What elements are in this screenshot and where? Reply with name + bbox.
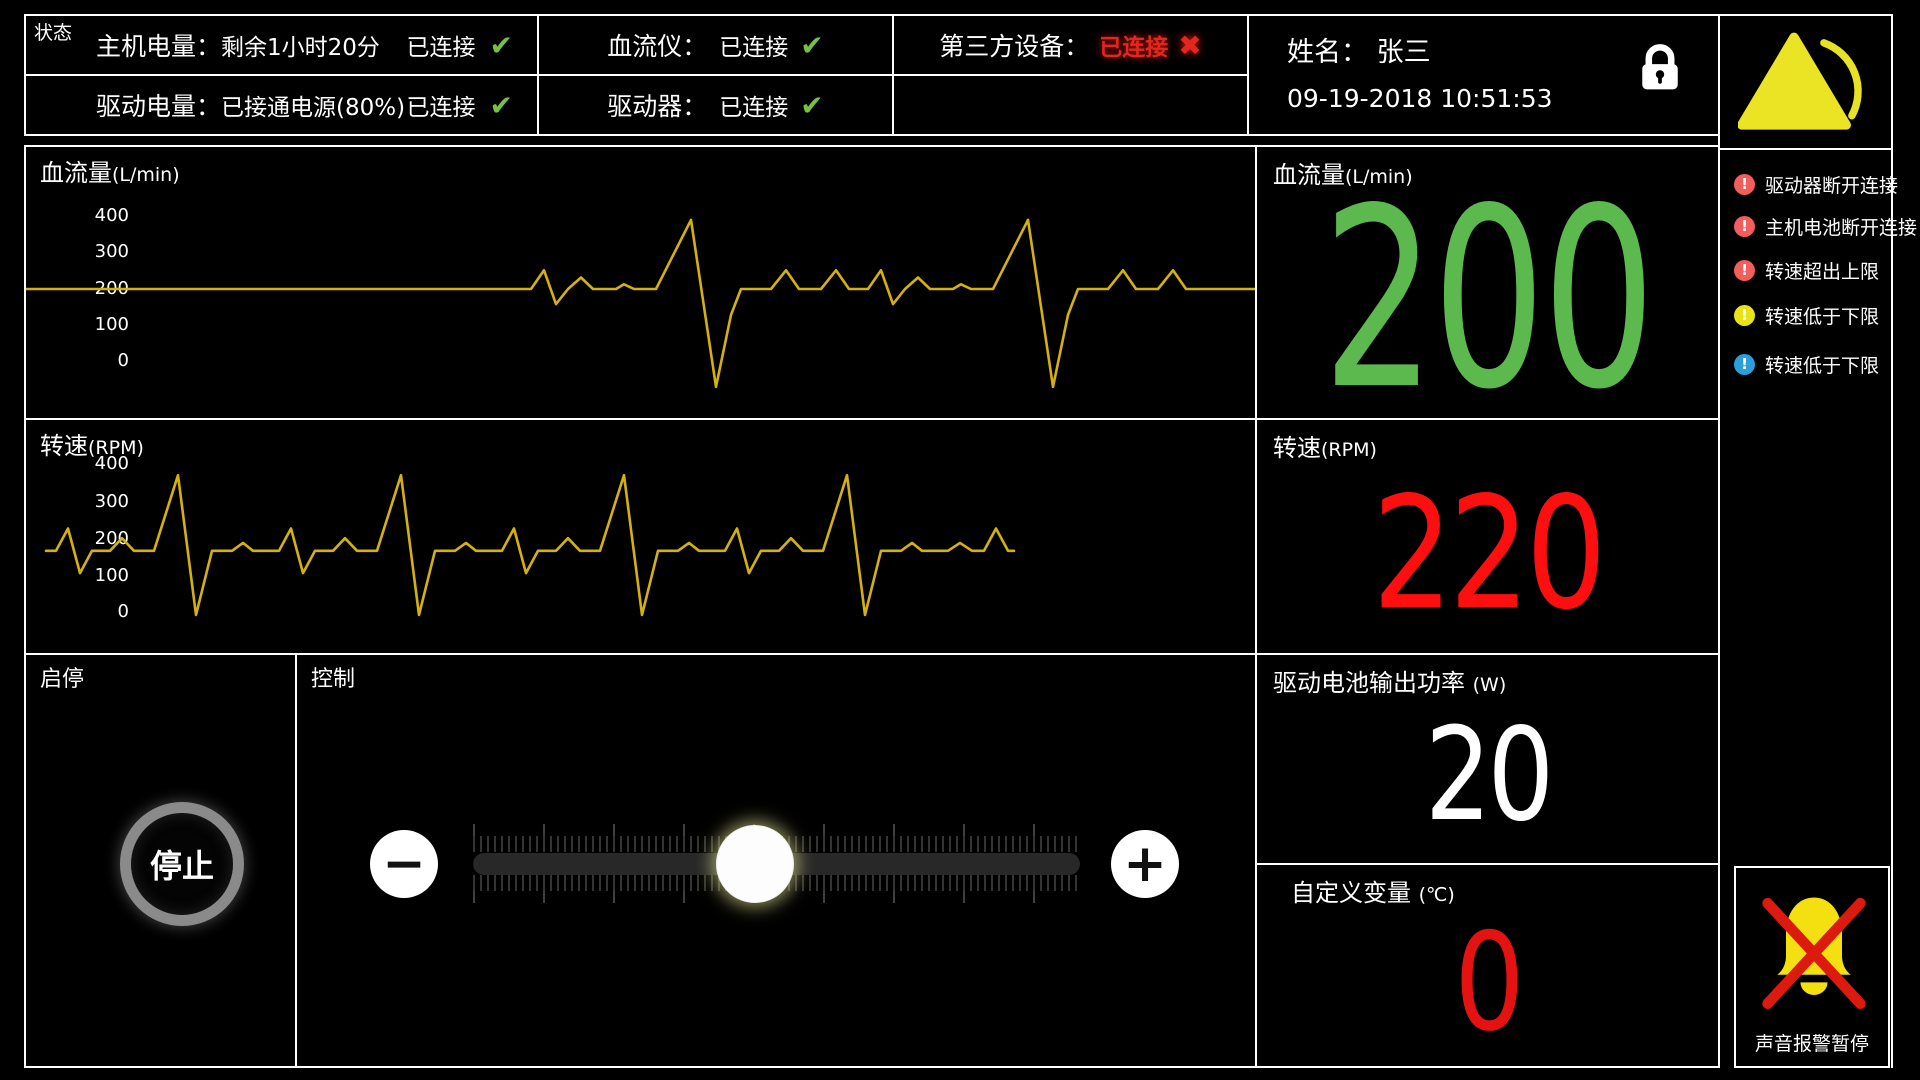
patient-name-row: 姓名： 张三 (1287, 30, 1431, 69)
stop-button[interactable]: 停止 (120, 802, 244, 926)
rpm-readout-panel: 转速(RPM) 220 (1255, 418, 1720, 655)
alarm-mute-bell-icon[interactable] (1756, 882, 1872, 1022)
plus-icon: + (1123, 834, 1167, 894)
rpm-readout-value: 220 (1372, 463, 1606, 644)
alarm-text: 转速超出上限 (1765, 260, 1880, 283)
rpm-chart-panel: 转速(RPM) 400 300 200 100 0 (24, 418, 1257, 655)
stop-button-label: 停止 (149, 847, 214, 885)
y-tick: 0 (117, 601, 129, 622)
alarm-text: 转速低于下限 (1765, 354, 1880, 377)
status-section-label: 状态 (34, 22, 73, 44)
control-label: 控制 (311, 667, 356, 692)
driver-label: 驱动器： (607, 92, 708, 121)
flow-chart-title: 血流量(L/min) (40, 159, 180, 187)
y-tick: 400 (94, 205, 129, 226)
alarm-text: 转速低于下限 (1765, 305, 1880, 328)
y-tick: 100 (94, 565, 129, 586)
y-tick: 100 (94, 314, 129, 335)
power-readout-value: 20 (1424, 701, 1554, 850)
status-cell-empty (892, 74, 1249, 136)
custom-readout-value: 0 (1454, 904, 1524, 1061)
alarm-red-icon: ! (1734, 215, 1755, 237)
y-tick: 0 (117, 350, 129, 371)
flow-meter-label: 血流仪： (607, 32, 708, 61)
y-tick: 200 (94, 528, 129, 549)
rpm-chart-title: 转速(RPM) (40, 432, 144, 460)
alarm-text: 主机电池断开连接 (1765, 216, 1918, 239)
host-battery-label: 主机电量： (96, 32, 222, 61)
lock-icon[interactable] (1632, 38, 1688, 94)
rpm-waveform (44, 473, 1016, 617)
warning-triangle-icon (1738, 32, 1862, 130)
flow-chart-panel: 血流量(L/min) 400 300 200 100 0 (24, 145, 1257, 420)
check-icon: ✔ (489, 88, 513, 122)
status-cell-driver: 驱动器： 已连接 ✔ (537, 74, 894, 136)
alarm-red-icon: ! (1734, 259, 1755, 281)
power-readout-panel: 驱动电池输出功率 (W) 20 (1255, 653, 1720, 865)
status-cell-drive-battery: 驱动电量： 已接通电源(80%) 已连接 ✔ (24, 74, 539, 136)
warning-cell (1718, 14, 1893, 150)
flow-waveform (26, 218, 1255, 389)
driver-status: 已连接 (719, 95, 789, 121)
slider-knob[interactable] (716, 825, 794, 903)
startstop-label: 启停 (40, 667, 85, 692)
drive-battery-value: 已接通电源(80%) (221, 95, 406, 121)
flow-meter-status: 已连接 (719, 35, 789, 61)
host-battery-status: 已连接 (406, 35, 476, 61)
status-cell-flow-meter: 血流仪： 已连接 ✔ (537, 14, 894, 76)
y-tick: 300 (94, 241, 129, 262)
sidebar-right-border (1891, 14, 1893, 1068)
patient-name-label: 姓名： (1287, 37, 1368, 68)
alarm-red-icon: ! (1734, 173, 1755, 195)
status-cell-third-party: 第三方设备： 已连接 ✖ (892, 14, 1249, 76)
drive-battery-label: 驱动电量： (96, 92, 222, 121)
alarm-item: ! 驱动器断开连接 (1734, 172, 1899, 197)
alarm-item: ! 转速超出上限 (1734, 258, 1880, 283)
y-tick: 300 (94, 491, 129, 512)
increase-button[interactable]: + (1111, 830, 1179, 898)
patient-datetime: 09-19-2018 10:51:53 (1287, 84, 1553, 113)
y-tick: 400 (94, 453, 129, 474)
control-panel: 控制 − + (295, 653, 1257, 1068)
host-battery-value: 剩余1小时20分 (221, 35, 380, 61)
drive-battery-status: 已连接 (406, 95, 476, 121)
cross-icon: ✖ (1178, 28, 1202, 62)
custom-readout-title: 自定义变量 (℃) (1291, 879, 1455, 907)
patient-name: 张三 (1376, 37, 1431, 68)
alarm-text: 驱动器断开连接 (1765, 174, 1899, 197)
check-icon: ✔ (489, 28, 513, 62)
alarm-mute-label: 声音报警暂停 (1754, 1033, 1869, 1055)
flow-readout-title: 血流量(L/min) (1273, 161, 1413, 189)
custom-readout-panel: 自定义变量 (℃) 0 (1255, 863, 1720, 1068)
alarm-blue-icon: ! (1734, 353, 1755, 375)
check-icon: ✔ (800, 28, 824, 62)
power-readout-title: 驱动电池输出功率 (W) (1273, 669, 1507, 697)
alarm-item: ! 转速低于下限 (1734, 352, 1880, 377)
third-party-status: 已连接 (1099, 35, 1169, 61)
alarm-item: ! 转速低于下限 (1734, 303, 1880, 328)
minus-icon: − (382, 834, 426, 894)
alarm-yellow-icon: ! (1734, 304, 1755, 326)
flow-readout-value: 200 (1322, 155, 1656, 444)
decrease-button[interactable]: − (370, 830, 438, 898)
patient-cell: 姓名： 张三 09-19-2018 10:51:53 (1247, 14, 1720, 136)
status-cell-host-battery: 状态 主机电量： 剩余1小时20分 已连接 ✔ (24, 14, 539, 76)
alarm-item: ! 主机电池断开连接 (1734, 214, 1918, 239)
rpm-readout-title: 转速(RPM) (1273, 434, 1377, 462)
flow-readout-panel: 血流量(L/min) 200 (1255, 145, 1720, 424)
check-icon: ✔ (800, 88, 824, 122)
alarm-mute-cell[interactable]: 声音报警暂停 (1734, 866, 1890, 1068)
third-party-label: 第三方设备： (939, 32, 1090, 61)
startstop-panel: 启停 停止 (24, 653, 297, 1068)
